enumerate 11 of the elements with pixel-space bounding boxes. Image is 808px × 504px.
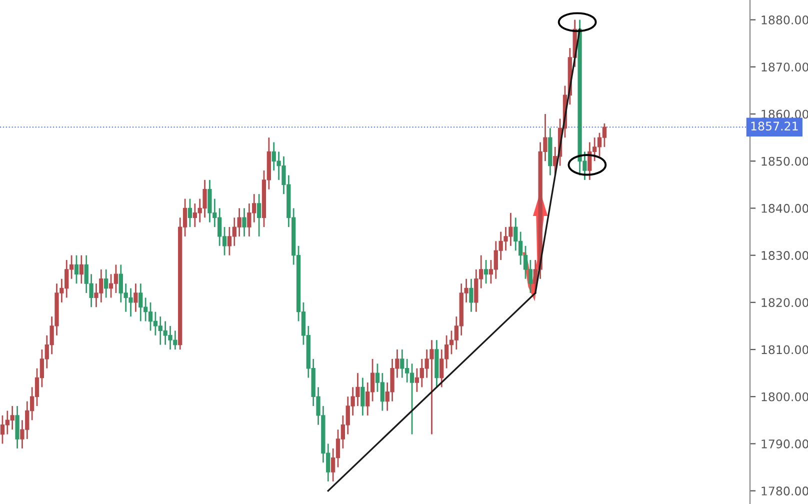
y-tick-label: 1850.00 (762, 156, 808, 166)
y-tick-label: 1840.00 (762, 204, 808, 213)
y-tick-label: 1810.00 (762, 345, 808, 354)
y-tick-label: 1870.00 (762, 62, 808, 72)
y-tick-label: 1780.00 (762, 486, 808, 496)
y-tick-label: 1830.00 (762, 251, 808, 260)
y-tick-label: 1820.00 (762, 298, 808, 308)
y-tick-label: 1790.00 (762, 439, 808, 448)
ref-line-label: 1857.21 (751, 122, 798, 131)
y-tick-label: 1880.00 (762, 16, 808, 24)
y-tick-label: 1800.00 (762, 392, 808, 402)
